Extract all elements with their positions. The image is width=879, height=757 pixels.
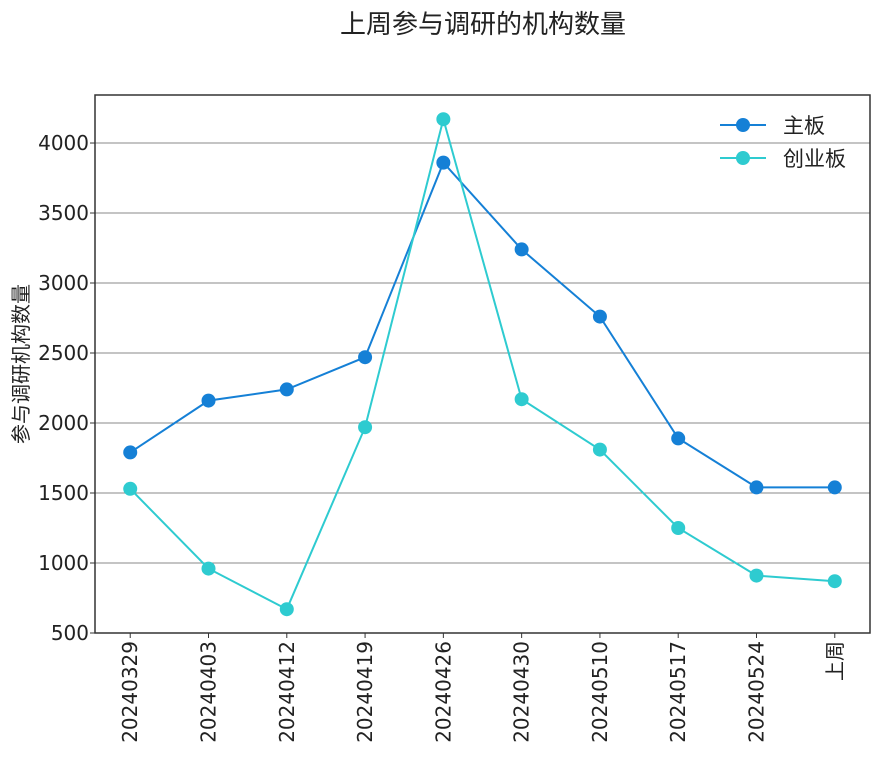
y-tick-label: 3000 [38, 271, 89, 295]
x-tick-label: 20240412 [275, 641, 299, 743]
y-tick-label: 1500 [38, 481, 89, 505]
legend-marker [736, 151, 750, 165]
data-point [749, 480, 764, 495]
legend-label: 创业板 [783, 147, 846, 171]
data-point [671, 431, 686, 446]
data-point [279, 602, 294, 617]
legend-marker [736, 118, 750, 132]
plot-frame [94, 94, 871, 634]
x-tick-label: 20240430 [510, 641, 534, 743]
data-point [358, 350, 373, 365]
data-point [436, 155, 451, 170]
y-tick-label: 500 [51, 621, 89, 645]
data-point [592, 309, 607, 324]
x-tick-label: 20240329 [118, 641, 142, 743]
x-tick-label: 上周 [823, 641, 847, 681]
x-tick-label: 20240517 [666, 641, 690, 743]
series-line-主板 [129, 160, 835, 489]
data-point [827, 574, 842, 589]
y-tick-label: 3500 [38, 201, 89, 225]
data-point [123, 481, 138, 496]
data-point [436, 112, 451, 127]
chart-title: 上周参与调研的机构数量 [340, 10, 626, 40]
y-axis-label: 参与调研机构数量 [9, 284, 33, 444]
data-point [279, 382, 294, 397]
data-point [514, 392, 529, 407]
data-point [827, 480, 842, 495]
data-point [671, 521, 686, 536]
series-line-创业板 [129, 115, 835, 611]
x-tick-label: 20240510 [588, 641, 612, 743]
x-tick-label: 20240426 [431, 641, 455, 743]
y-tick-label: 4000 [38, 131, 89, 155]
data-point [749, 568, 764, 583]
x-tick-label: 20240419 [353, 641, 377, 743]
data-point [592, 442, 607, 457]
data-point [201, 561, 216, 576]
y-tick-label: 1000 [38, 551, 89, 575]
data-point [201, 393, 216, 408]
x-tick-label: 20240403 [197, 641, 221, 743]
x-tick-label: 20240524 [744, 641, 768, 743]
data-point [123, 445, 138, 460]
y-tick-label: 2500 [38, 341, 89, 365]
legend-label: 主板 [783, 114, 825, 138]
y-tick-label: 2000 [38, 411, 89, 435]
data-point [358, 420, 373, 435]
data-point [514, 242, 529, 257]
